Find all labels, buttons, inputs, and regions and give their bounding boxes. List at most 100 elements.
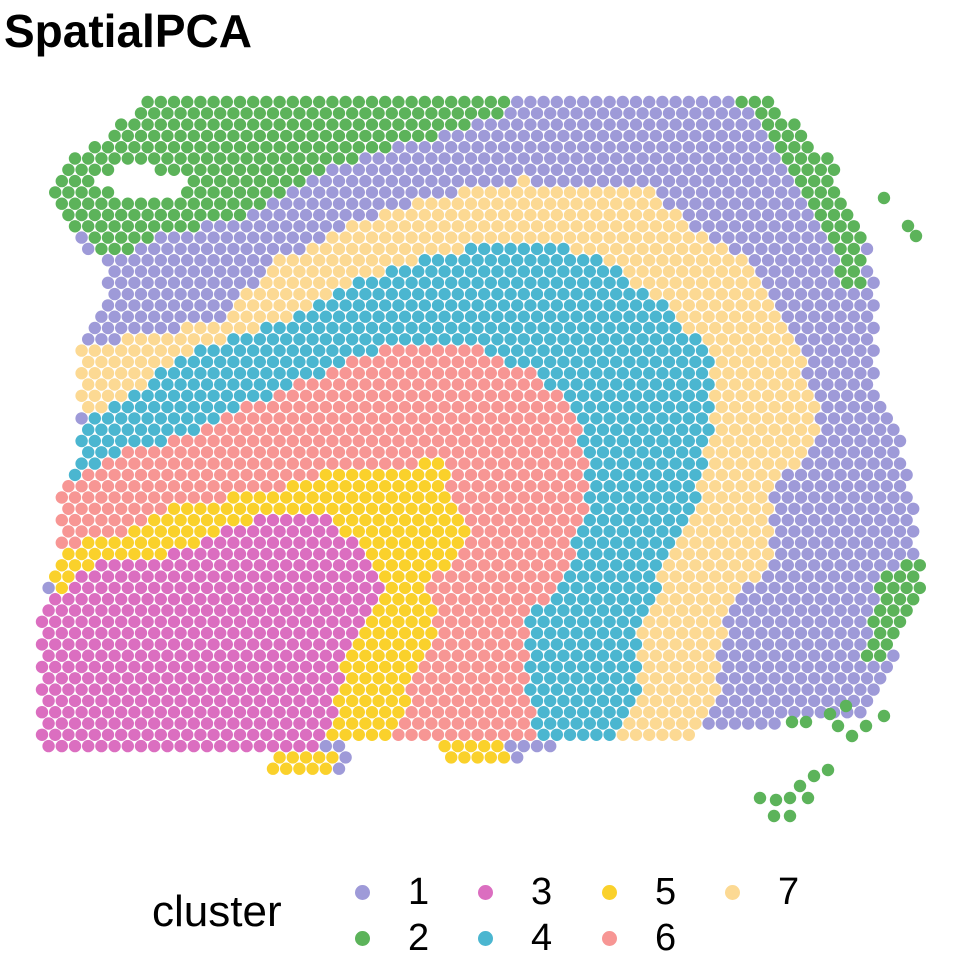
spot-cluster-4 xyxy=(610,265,623,278)
spot-cluster-2 xyxy=(108,242,121,256)
spot-cluster-4 xyxy=(537,706,550,719)
spot-cluster-7 xyxy=(709,615,722,628)
spot-cluster-3 xyxy=(260,570,273,583)
spot-cluster-3 xyxy=(35,660,49,674)
spot-cluster-6 xyxy=(504,400,517,414)
spot-cluster-7 xyxy=(709,502,722,515)
spot-cluster-3 xyxy=(306,626,319,640)
spot-cluster-4 xyxy=(537,615,550,628)
spot-cluster-5 xyxy=(412,581,425,595)
spot-cluster-6 xyxy=(464,423,478,436)
spot-cluster-3 xyxy=(148,717,161,730)
spot-cluster-6 xyxy=(517,513,530,527)
spot-cluster-1 xyxy=(174,310,187,323)
spot-cluster-1 xyxy=(253,265,266,278)
spot-cluster-2 xyxy=(115,141,128,154)
spot-cluster-1 xyxy=(801,299,814,312)
spot-cluster-2 xyxy=(306,129,319,143)
spot-cluster-2 xyxy=(108,220,121,233)
spot-cluster-1 xyxy=(768,197,781,210)
spot-cluster-6 xyxy=(517,378,530,391)
spot-cluster-7 xyxy=(596,220,610,233)
spot-cluster-1 xyxy=(860,672,874,685)
spot-cluster-5 xyxy=(128,547,141,561)
spot-cluster-7 xyxy=(636,197,649,210)
spot-cluster-6 xyxy=(563,547,577,561)
spot-cluster-4 xyxy=(372,333,385,346)
spot-cluster-1 xyxy=(722,163,735,176)
spot-cluster-3 xyxy=(214,649,227,662)
spot-cluster-6 xyxy=(431,615,445,628)
spot-cluster-1 xyxy=(794,694,808,708)
spot-cluster-6 xyxy=(451,400,464,414)
spot-cluster-2 xyxy=(880,593,893,606)
spot-cluster-7 xyxy=(735,254,748,267)
spot-cluster-7 xyxy=(722,593,735,606)
spot-cluster-1 xyxy=(867,502,880,515)
spot-cluster-2 xyxy=(75,163,88,176)
spot-cluster-4 xyxy=(174,400,187,414)
spot-cluster-1 xyxy=(709,186,722,199)
spot-cluster-6 xyxy=(557,513,570,527)
spot-cluster-7 xyxy=(233,321,247,335)
spot-cluster-6 xyxy=(445,570,458,583)
spot-cluster-2 xyxy=(847,265,860,278)
spot-cluster-1 xyxy=(874,446,887,459)
spot-cluster-1 xyxy=(834,649,847,662)
spot-cluster-1 xyxy=(867,570,880,583)
spot-cluster-3 xyxy=(227,649,240,662)
spot-cluster-6 xyxy=(55,491,68,504)
spot-cluster-7 xyxy=(148,355,161,369)
spot-cluster-1 xyxy=(847,400,860,414)
spot-cluster-1 xyxy=(629,118,643,131)
spot-cluster-1 xyxy=(299,186,313,199)
spot-cluster-2 xyxy=(82,197,95,210)
spot-cluster-6 xyxy=(504,694,517,708)
spot-cluster-1 xyxy=(788,231,801,244)
spot-cluster-2 xyxy=(874,626,887,640)
spot-cluster-1 xyxy=(841,547,854,561)
spot-cluster-6 xyxy=(524,412,537,425)
spot-cluster-5 xyxy=(352,480,365,493)
spot-cluster-6 xyxy=(544,536,557,549)
spot-cluster-1 xyxy=(860,468,874,482)
spot-cluster-7 xyxy=(715,265,728,278)
spot-cluster-1 xyxy=(768,626,781,640)
spot-cluster-2 xyxy=(200,129,214,143)
spot-cluster-1 xyxy=(583,129,596,143)
spot-cluster-1 xyxy=(827,683,841,696)
spot-cluster-6 xyxy=(299,412,313,425)
spot-cluster-3 xyxy=(319,604,332,617)
spot-cluster-6 xyxy=(550,412,563,425)
spot-cluster-7 xyxy=(82,355,95,369)
spot-cluster-5 xyxy=(174,536,187,549)
spot-cluster-5 xyxy=(339,502,352,515)
spot-cluster-1 xyxy=(761,638,775,651)
spot-cluster-7 xyxy=(695,502,709,515)
spot-cluster-3 xyxy=(299,683,313,696)
spot-cluster-5 xyxy=(346,672,359,685)
spot-cluster-3 xyxy=(49,638,62,651)
spot-cluster-2 xyxy=(352,95,365,109)
spot-cluster-7 xyxy=(689,265,702,278)
spot-cluster-3 xyxy=(62,638,75,651)
spot-cluster-4 xyxy=(596,423,610,436)
spot-cluster-7 xyxy=(722,502,735,515)
spot-cluster-1 xyxy=(808,491,821,504)
legend-item-5: 5 xyxy=(602,872,676,912)
spot-cluster-3 xyxy=(240,694,253,708)
spot-cluster-7 xyxy=(794,400,808,414)
spot-cluster-2 xyxy=(273,118,286,131)
spot-cluster-7 xyxy=(207,321,220,335)
spot-cluster-6 xyxy=(148,446,161,459)
spot-cluster-1 xyxy=(860,333,874,346)
spot-cluster-2 xyxy=(860,649,874,662)
spot-cluster-2 xyxy=(181,141,194,154)
spot-cluster-5 xyxy=(464,739,478,753)
spot-cluster-7 xyxy=(709,570,722,583)
spot-cluster-4 xyxy=(451,287,464,301)
spot-cluster-1 xyxy=(537,95,550,109)
spot-cluster-3 xyxy=(247,593,260,606)
spot-cluster-1 xyxy=(722,660,735,674)
spot-cluster-7 xyxy=(643,276,656,289)
